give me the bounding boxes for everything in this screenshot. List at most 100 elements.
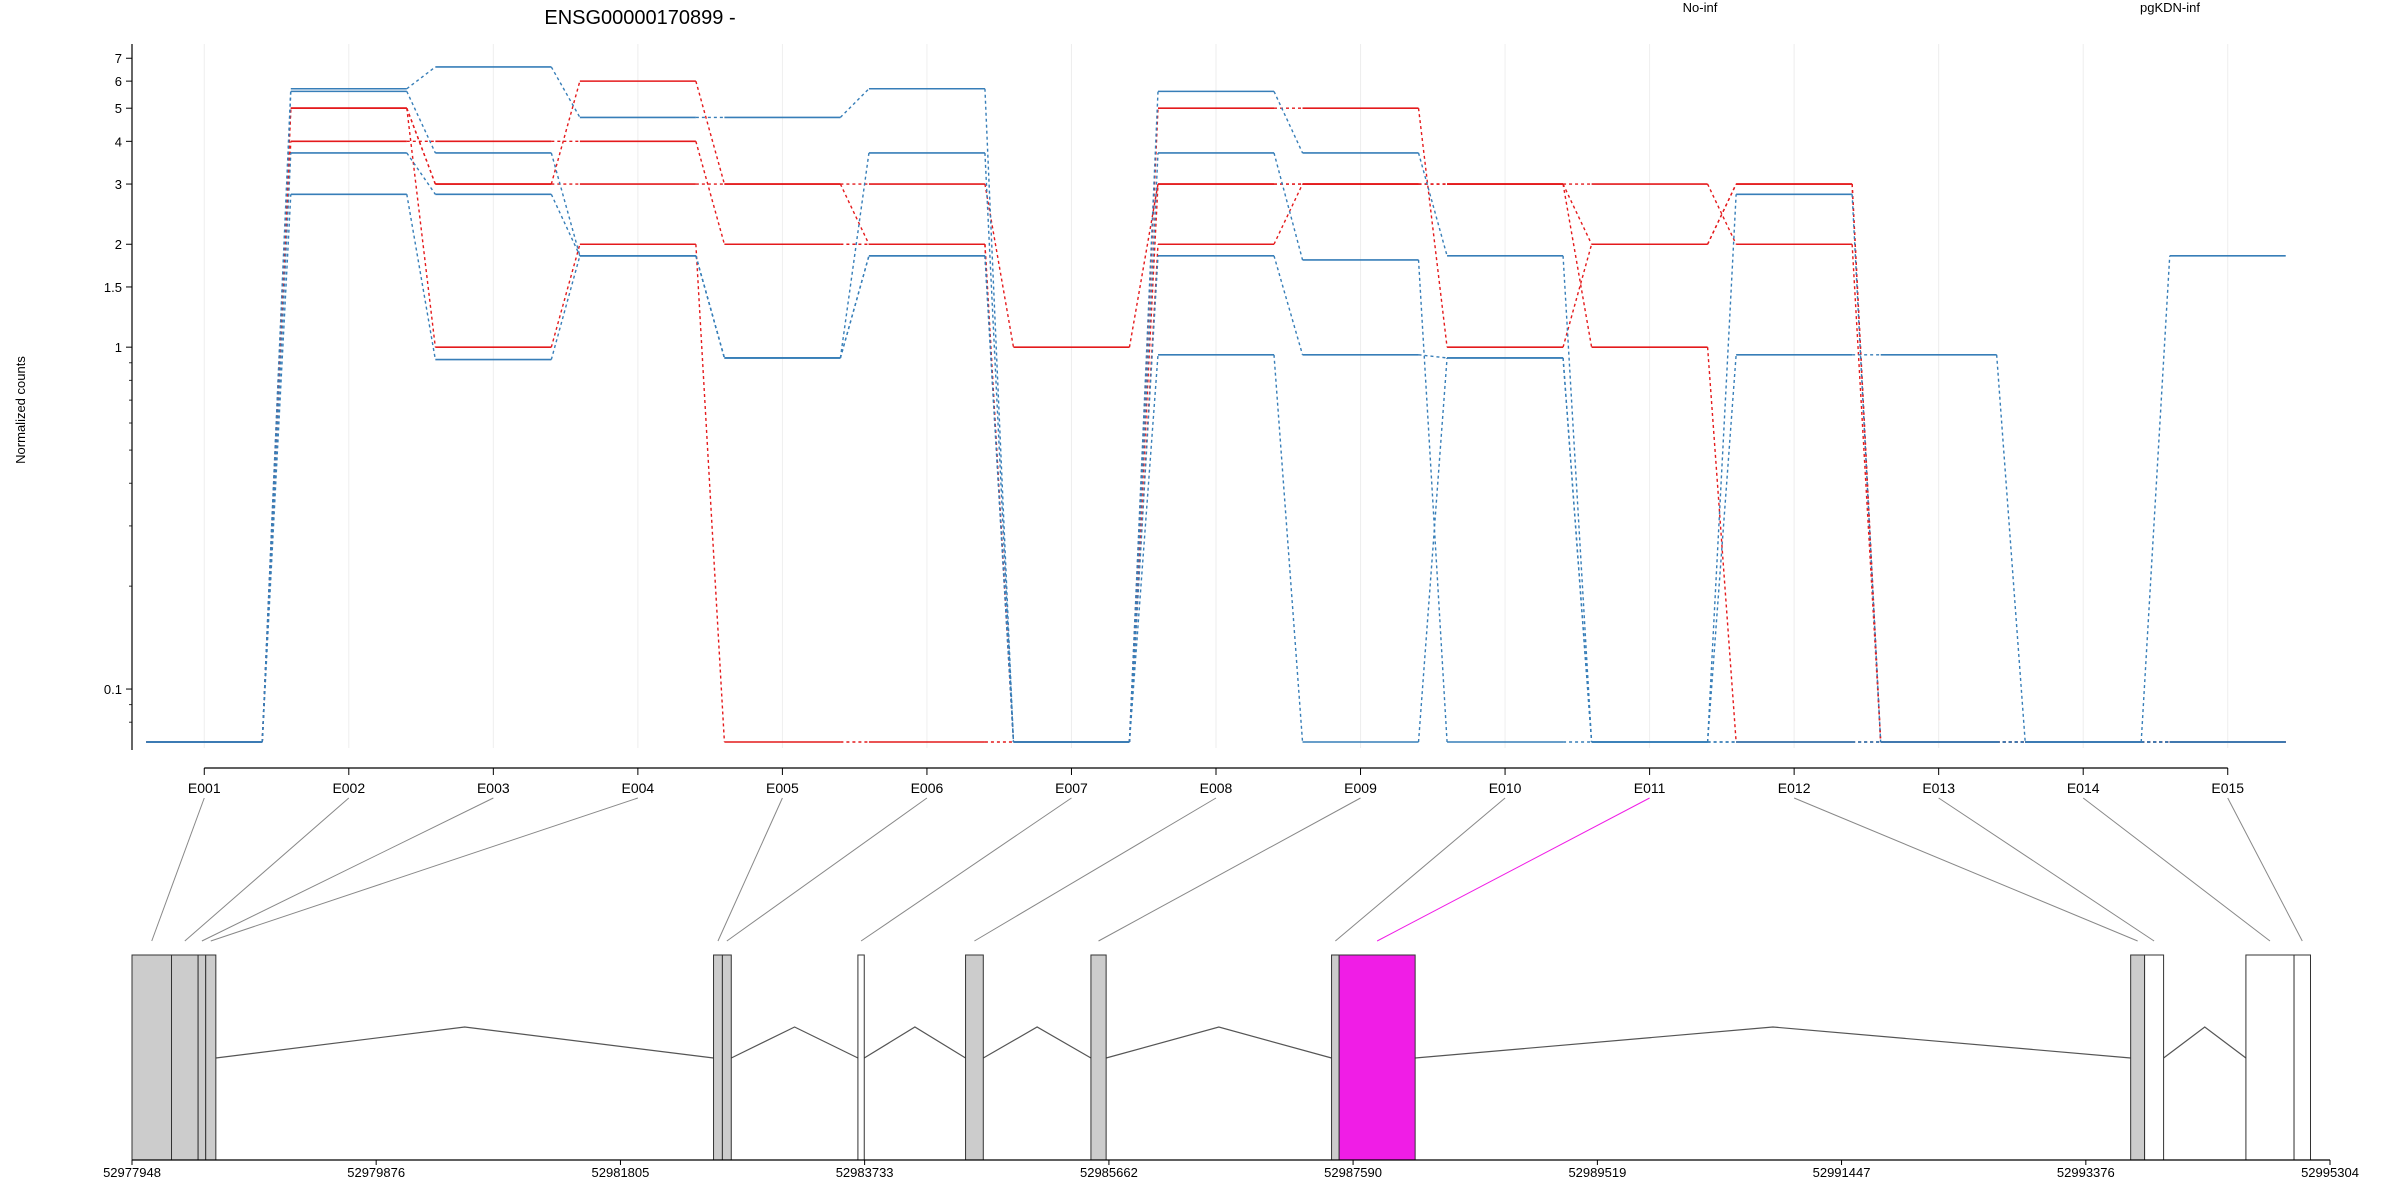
intron-line — [215, 1026, 714, 1059]
transition-segment — [984, 152, 1015, 743]
exon-connector — [210, 797, 639, 942]
transition-segment — [1273, 152, 1304, 261]
exon-box-e011 — [1338, 954, 1416, 1161]
transition-segment — [550, 244, 581, 348]
transition-segment — [550, 80, 581, 185]
exon-box-e012 — [2130, 954, 2146, 1161]
exon-box-e005 — [713, 954, 723, 1161]
exon-connector — [1335, 797, 1506, 942]
exon-box-e010 — [1331, 954, 1340, 1161]
transition-segment — [1128, 255, 1159, 743]
genomic-tick-label: 52989519 — [1568, 1165, 1626, 1180]
exon-connectors — [151, 797, 2303, 942]
exon-box-e001 — [131, 954, 173, 1161]
exon-connector — [2227, 797, 2303, 942]
transition-segment — [261, 108, 292, 743]
transition-segment — [1851, 194, 1882, 743]
genomic-tick-label: 52993376 — [2057, 1165, 2115, 1180]
chart-title: ENSG00000170899 - — [544, 7, 735, 29]
transition-segment — [1128, 354, 1159, 743]
y-tick-label: 7 — [115, 51, 122, 66]
y-tick-label: 2 — [115, 237, 122, 252]
transition-segment — [1128, 152, 1159, 743]
y-tick-label: 6 — [115, 74, 122, 89]
transition-segment — [839, 152, 870, 359]
transition-segment — [1706, 354, 1737, 743]
transition-segment — [1417, 357, 1448, 743]
genomic-tick-label: 52995304 — [2301, 1165, 2359, 1180]
x-axis: E001 E002 E003 E004 E005 E006 E007 E008 E009 E010… — [188, 767, 2244, 796]
transition-segment — [1273, 354, 1304, 743]
intron-line — [731, 1026, 859, 1059]
transition-segment — [1273, 255, 1304, 355]
exon-box-e002 — [171, 954, 199, 1161]
transition-segment — [550, 255, 581, 360]
genomic-tick-label: 52985662 — [1080, 1165, 1138, 1180]
transition-segment — [406, 91, 436, 154]
exon-connector — [1376, 797, 1650, 942]
exon-connector — [184, 797, 350, 942]
exon-connector — [151, 797, 205, 942]
transition-segment — [839, 255, 870, 359]
transition-segment — [1273, 91, 1304, 154]
exon-connector — [1098, 797, 1361, 942]
series-lines — [146, 66, 2286, 743]
transition-segment — [1995, 354, 2026, 743]
x-tick-label: E009 — [1344, 780, 1377, 796]
exon-connector — [974, 797, 1217, 942]
exon-connector — [726, 797, 928, 942]
transition-segment — [839, 183, 870, 245]
transition-segment — [1128, 108, 1159, 743]
transition-segment — [1562, 357, 1593, 743]
transition-segment — [406, 152, 436, 195]
y-tick-label: 4 — [115, 134, 122, 149]
transition-segment — [550, 152, 581, 257]
series-5 — [146, 66, 2286, 743]
series-8 — [146, 193, 2286, 743]
transition-segment — [984, 244, 1015, 743]
x-tick-label: E004 — [622, 780, 655, 796]
exon-box-e013 — [2144, 954, 2165, 1161]
exon-box-e003 — [197, 954, 207, 1161]
x-tick-label: E002 — [332, 780, 365, 796]
x-tick-label: E014 — [2067, 780, 2100, 796]
transition-segment — [406, 194, 437, 360]
transition-segment — [1562, 255, 1593, 743]
genomic-tick-label: 52977948 — [103, 1165, 161, 1180]
genomic-tick-label: 52983733 — [836, 1165, 894, 1180]
transition-segment — [1706, 183, 1737, 245]
transition-segment — [1417, 152, 1448, 257]
exon-box-e008 — [965, 954, 984, 1161]
exon-connector — [1793, 797, 2138, 942]
transition-segment — [261, 194, 292, 743]
exon-box-e004 — [205, 954, 217, 1161]
x-tick-label: E010 — [1489, 780, 1522, 796]
transition-segment — [984, 88, 1015, 743]
x-tick-label: E007 — [1055, 780, 1088, 796]
genomic-tick-label: 52979876 — [347, 1165, 405, 1180]
transition-segment — [550, 193, 581, 257]
y-axis-label: Normalized counts — [13, 356, 28, 464]
y-tick-label: 0.1 — [104, 682, 122, 697]
gene-model: 52977948 52979876 52981805 52983733 52985662… — [103, 954, 2359, 1180]
transition-segment — [2140, 255, 2171, 743]
exon-connector — [860, 797, 1072, 942]
transition-segment — [984, 255, 1015, 743]
transition-segment — [550, 66, 581, 118]
genomic-tick-label: 52987590 — [1324, 1165, 1382, 1180]
transition-segment — [406, 66, 436, 90]
x-tick-label: E015 — [2211, 780, 2244, 796]
x-tick-label: E006 — [911, 780, 944, 796]
exon-box-e014 — [2245, 954, 2295, 1161]
exon-connector — [717, 797, 783, 942]
intron-line — [982, 1026, 1092, 1059]
intron-line — [1105, 1026, 1332, 1059]
y-tick-label: 3 — [115, 177, 122, 192]
transition-segment — [261, 152, 292, 743]
grid-lines — [203, 44, 2229, 748]
exon-connector — [1938, 797, 2155, 942]
x-tick-label: E005 — [766, 780, 799, 796]
transition-segment — [406, 108, 437, 348]
transition-segment — [1418, 354, 1448, 359]
